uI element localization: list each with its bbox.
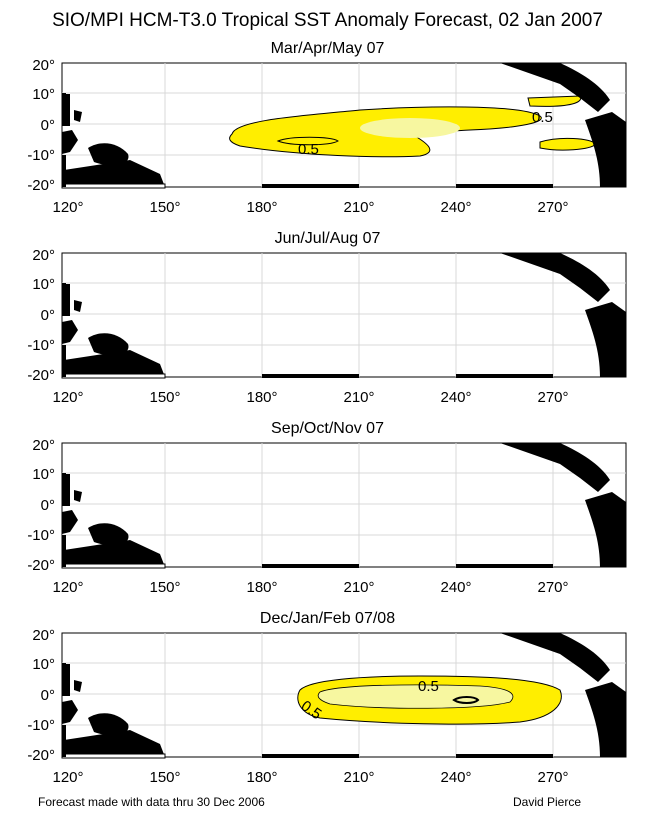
lat-tick: -20° bbox=[27, 557, 55, 574]
lon-tick: 120° bbox=[52, 389, 83, 406]
footer-note: Forecast made with data thru 30 Dec 2006 bbox=[38, 795, 265, 809]
landmass bbox=[62, 253, 626, 377]
sst-map: 0.5 0.5 20° 10° 0° -10° -20° 120° 150° 1… bbox=[27, 57, 627, 216]
y-axis-bars bbox=[62, 663, 66, 757]
lat-tick: -20° bbox=[27, 747, 55, 764]
lon-tick: 150° bbox=[149, 389, 180, 406]
map-panel-3: Sep/Oct/Nov 07 20° 10° 0° -10° -20 bbox=[0, 420, 655, 608]
y-axis-bars bbox=[62, 473, 66, 567]
x-axis-bars bbox=[61, 183, 553, 189]
lat-tick: 10° bbox=[32, 466, 55, 483]
landmass bbox=[62, 443, 626, 567]
landmass bbox=[62, 633, 626, 757]
y-axis-bars bbox=[62, 93, 66, 187]
panel-subtitle: Jun/Jul/Aug 07 bbox=[274, 230, 381, 247]
panel-subtitle: Dec/Jan/Feb 07/08 bbox=[259, 610, 396, 627]
lon-tick: 210° bbox=[343, 199, 374, 216]
contour-label: 0.5 bbox=[418, 678, 439, 695]
lon-tick: 180° bbox=[246, 769, 277, 786]
lon-tick: 270° bbox=[537, 389, 568, 406]
lon-tick: 180° bbox=[246, 389, 277, 406]
lon-tick: 240° bbox=[440, 389, 471, 406]
map-panel-4: Dec/Jan/Feb 07/08 0.5 0.5 bbox=[0, 610, 655, 798]
x-axis-bars bbox=[61, 753, 553, 759]
lon-tick: 150° bbox=[149, 579, 180, 596]
sst-map: 20° 10° 0° -10° -20° 120° 150° 180° 210°… bbox=[27, 247, 627, 406]
lon-tick: 180° bbox=[246, 199, 277, 216]
lat-tick: 10° bbox=[32, 276, 55, 293]
lat-tick: -10° bbox=[27, 337, 55, 354]
lat-tick: 20° bbox=[32, 247, 55, 264]
lat-tick: 10° bbox=[32, 656, 55, 673]
map-panel-2: Jun/Jul/Aug 07 20° 10° 0° -10° -20 bbox=[0, 230, 655, 418]
lat-tick: 20° bbox=[32, 57, 55, 74]
lat-tick: -10° bbox=[27, 147, 55, 164]
lon-tick: 210° bbox=[343, 769, 374, 786]
lon-tick: 210° bbox=[343, 389, 374, 406]
lat-tick: -20° bbox=[27, 177, 55, 194]
lat-tick: 20° bbox=[32, 627, 55, 644]
lon-tick: 120° bbox=[52, 769, 83, 786]
grid-lines bbox=[62, 443, 626, 567]
anomaly-region bbox=[297, 675, 562, 725]
lon-tick: 240° bbox=[440, 769, 471, 786]
sst-map: 20° 10° 0° -10° -20° 120° 150° 180° 210°… bbox=[27, 437, 627, 596]
lon-tick: 150° bbox=[149, 199, 180, 216]
map-panel-1: Mar/Apr/May 07 0.5 0.5 bbox=[0, 40, 655, 228]
panel-subtitle: Mar/Apr/May 07 bbox=[270, 40, 385, 57]
lon-tick: 120° bbox=[52, 199, 83, 216]
contour-label: 0.5 bbox=[532, 109, 553, 126]
lon-tick: 150° bbox=[149, 769, 180, 786]
lat-tick: 20° bbox=[32, 437, 55, 454]
lon-tick: 270° bbox=[537, 579, 568, 596]
lat-tick: 0° bbox=[41, 307, 55, 324]
lon-tick: 120° bbox=[52, 579, 83, 596]
lat-tick: 0° bbox=[41, 687, 55, 704]
lon-tick: 210° bbox=[343, 579, 374, 596]
lat-tick: -10° bbox=[27, 717, 55, 734]
lon-tick: 270° bbox=[537, 199, 568, 216]
footer-author: David Pierce bbox=[513, 795, 582, 809]
lon-tick: 270° bbox=[537, 769, 568, 786]
figure-title: SIO/MPI HCM-T3.0 Tropical SST Anomaly Fo… bbox=[52, 10, 603, 31]
lat-tick: -20° bbox=[27, 367, 55, 384]
contour-label: 0.5 bbox=[298, 141, 319, 158]
lat-tick: -10° bbox=[27, 527, 55, 544]
anomaly-region bbox=[229, 95, 597, 158]
lat-tick: 0° bbox=[41, 117, 55, 134]
lat-tick: 10° bbox=[32, 86, 55, 103]
lon-tick: 180° bbox=[246, 579, 277, 596]
y-axis-bars bbox=[62, 283, 66, 377]
lon-tick: 240° bbox=[440, 199, 471, 216]
lat-tick: 0° bbox=[41, 497, 55, 514]
panel-subtitle: Sep/Oct/Nov 07 bbox=[271, 420, 384, 437]
grid-lines bbox=[62, 253, 626, 377]
x-axis-bars bbox=[61, 563, 553, 569]
lon-tick: 240° bbox=[440, 579, 471, 596]
x-axis-bars bbox=[61, 373, 553, 379]
sst-map: 0.5 0.5 20° 10° 0° -10° -20° 120° 150° 1… bbox=[27, 627, 627, 786]
